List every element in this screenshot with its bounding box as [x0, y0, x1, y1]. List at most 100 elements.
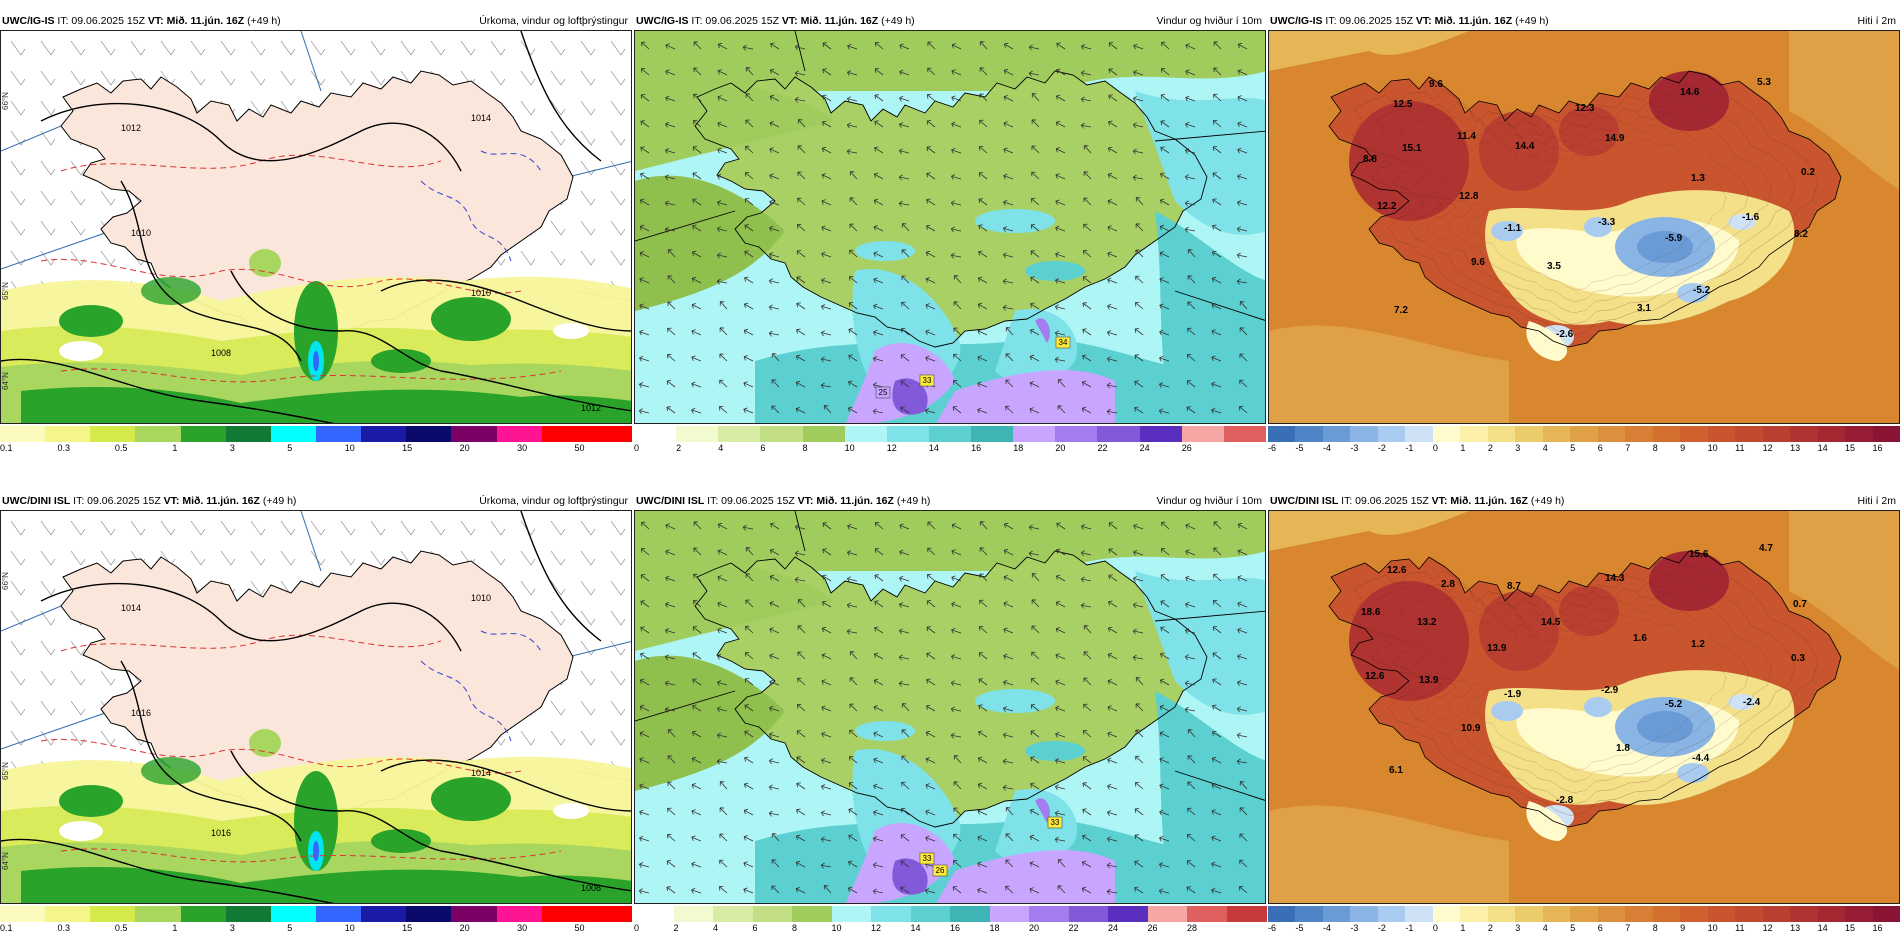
colorbar-swatch: [316, 906, 362, 922]
map-canvas[interactable]: 9.6 12.5 12.3 14.6 5.3 11.4 15.1 14.4 14.9 8.8 0.2…: [1268, 30, 1900, 424]
temperature-value: 12.3: [1575, 103, 1595, 114]
panel-header: UWC/DINI ISL IT: 09.06.2025 15Z VT: Mið.…: [634, 492, 1266, 510]
isobar-label: 1010: [471, 593, 491, 603]
colorbar-tick-label: 7: [1625, 923, 1631, 933]
colorbar-swatch: [180, 426, 227, 442]
temperature-value: -5.9: [1665, 233, 1683, 244]
colorbar-ticks: -6 -5 -4 -3 -2 -1 0 1 2 3 4 5 6 7 8 9 10 11 12 13 14 15 16: [1268, 442, 1900, 456]
colorbar-tick-label: 6: [1597, 443, 1603, 453]
colorbar-tick-label: 11: [1735, 443, 1745, 453]
temperature-value: 7.2: [1394, 305, 1408, 316]
colorbar-swatch: [1377, 426, 1406, 442]
colorbar-tick-label: 22: [1097, 443, 1108, 453]
temperature-value: 13.2: [1417, 617, 1437, 628]
colorbar-swatch: [1432, 426, 1461, 442]
colorbar-tick-label: 0: [634, 923, 640, 933]
isobar-label: 1008: [581, 883, 601, 893]
map-svg: 25 33 34: [635, 31, 1265, 423]
panel-title: Vindur og hviður í 10m: [1156, 15, 1262, 27]
colorbar-tick-label: 18: [989, 923, 1000, 933]
colorbar-swatch: [541, 426, 588, 442]
init-time: IT: 09.06.2025 15Z: [1338, 495, 1432, 507]
colorbar-tick-label: 28: [1187, 923, 1198, 933]
colorbar-swatch: [1625, 426, 1654, 442]
colorbar-tick-label: 13: [1790, 443, 1801, 453]
colorbar-tick-label: -1: [1405, 923, 1414, 933]
map-canvas[interactable]: 33 33 26: [634, 510, 1266, 904]
colorbar-swatch: [634, 906, 674, 922]
colorbar-swatch: [1322, 906, 1351, 922]
gust-label: 33: [1051, 818, 1060, 827]
colorbar-tick-label: -5: [1295, 923, 1304, 933]
colorbar-tick-label: 8: [1652, 923, 1658, 933]
colorbar-swatch: [676, 426, 719, 442]
colorbar-swatch: [752, 906, 793, 922]
colorbar-swatch: [225, 906, 272, 922]
map-panel-dini-wind: UWC/DINI ISL IT: 09.06.2025 15Z VT: Mið.…: [634, 492, 1267, 946]
colorbar-swatch: [844, 426, 888, 442]
colorbar-tick-label: 0.5: [114, 923, 128, 933]
map-svg: 9.6 12.5 12.3 14.6 5.3 11.4 15.1 14.4 14.9 8.8 0.2…: [1269, 31, 1899, 423]
temperature-value: 13.9: [1487, 643, 1507, 654]
colorbar-tick-label: 10: [844, 443, 855, 453]
colorbar-tick-label: 11: [1735, 923, 1745, 933]
valid-time: VT: Mið. 11.jún. 16Z: [1431, 495, 1528, 507]
panel-header: UWC/DINI ISL IT: 09.06.2025 15Z VT: Mið.…: [1268, 492, 1900, 510]
temperature-value: 12.8: [1459, 191, 1479, 202]
panel-run-info: UWC/IG-IS IT: 09.06.2025 15Z VT: Mið. 11…: [1270, 12, 1549, 30]
temperature-value: 13.9: [1419, 675, 1439, 686]
temperature-value: 12.6: [1387, 565, 1407, 576]
gust-label: 34: [1059, 338, 1068, 347]
colorbar-tick-label: 13: [1790, 923, 1801, 933]
colorbar-tick-label: 14: [910, 923, 921, 933]
colorbar: [0, 426, 633, 442]
colorbar-swatch: [1377, 906, 1406, 922]
map-canvas[interactable]: 1012 1010 1014 1012 1008 1010: [0, 30, 632, 424]
colorbar-tick-label: 15: [1845, 443, 1856, 453]
temperature-value: -4.4: [1692, 753, 1710, 764]
valid-time: VT: Mið. 11.jún. 16Z: [1415, 15, 1513, 27]
colorbar-ticks: 0.1 0.3 0.5 1 3 5 10 15 20 30 50: [0, 922, 632, 936]
colorbar-tick-label: 12: [886, 443, 897, 453]
colorbar-tick-label: 4: [1542, 923, 1548, 933]
temperature-value: 1.8: [1616, 743, 1630, 754]
colorbar-tick-label: 50: [574, 923, 585, 933]
gust-label: 33: [923, 376, 932, 385]
map-canvas[interactable]: 12.6 2.8 8.7 14.3 15.6 4.7 18.6 13.2 14.5 0.7 1.6 1…: [1268, 510, 1900, 904]
colorbar-tick-label: -4: [1322, 443, 1331, 453]
colorbar-swatch: [1515, 426, 1544, 442]
model-name: UWC/IG-IS: [636, 15, 689, 27]
temperature-value: 12.6: [1365, 671, 1385, 682]
colorbar-tick-label: 20: [459, 443, 470, 453]
colorbar-swatch: [1817, 906, 1846, 922]
temperature-value: 2.8: [1441, 579, 1455, 590]
lead-time: (+49 h): [244, 15, 281, 27]
isobar-label: 1014: [471, 113, 491, 123]
colorbar-swatch: [1790, 426, 1819, 442]
colorbar-swatch: [1872, 906, 1900, 922]
panel-header: UWC/IG-IS IT: 09.06.2025 15Z VT: Mið. 11…: [634, 12, 1266, 30]
temperature-value: -5.2: [1693, 285, 1711, 296]
colorbar-swatch: [1097, 426, 1141, 442]
temperature-value: 4.7: [1759, 543, 1773, 554]
colorbar-swatch: [1542, 426, 1571, 442]
map-canvas[interactable]: 25 33 34: [634, 30, 1266, 424]
colorbar-swatch: [1181, 426, 1225, 442]
colorbar-tick-label: 22: [1068, 923, 1079, 933]
colorbar-swatch: [586, 426, 633, 442]
temperature-value: -2.4: [1743, 697, 1761, 708]
colorbar-swatch: [541, 906, 588, 922]
temperature-value: 10.9: [1461, 723, 1481, 734]
colorbar-tick-label: 24: [1139, 443, 1150, 453]
colorbar-tick-label: -1: [1405, 443, 1414, 453]
map-canvas[interactable]: 1014 1016 1010 1008 1016 1014: [0, 510, 632, 904]
colorbar-swatch: [1625, 906, 1654, 922]
colorbar-tick-label: 12: [1762, 443, 1773, 453]
colorbar-tick-label: 15: [1845, 923, 1856, 933]
panel-title: Úrkoma, vindur og loftþrýstingur: [479, 495, 628, 507]
colorbar-tick-label: 5: [1570, 443, 1576, 453]
colorbar-swatch: [316, 426, 362, 442]
colorbar-swatch: [45, 906, 91, 922]
panel-run-info: UWC/DINI ISL IT: 09.06.2025 15Z VT: Mið.…: [636, 492, 930, 510]
colorbar-tick-label: 1: [172, 443, 178, 453]
